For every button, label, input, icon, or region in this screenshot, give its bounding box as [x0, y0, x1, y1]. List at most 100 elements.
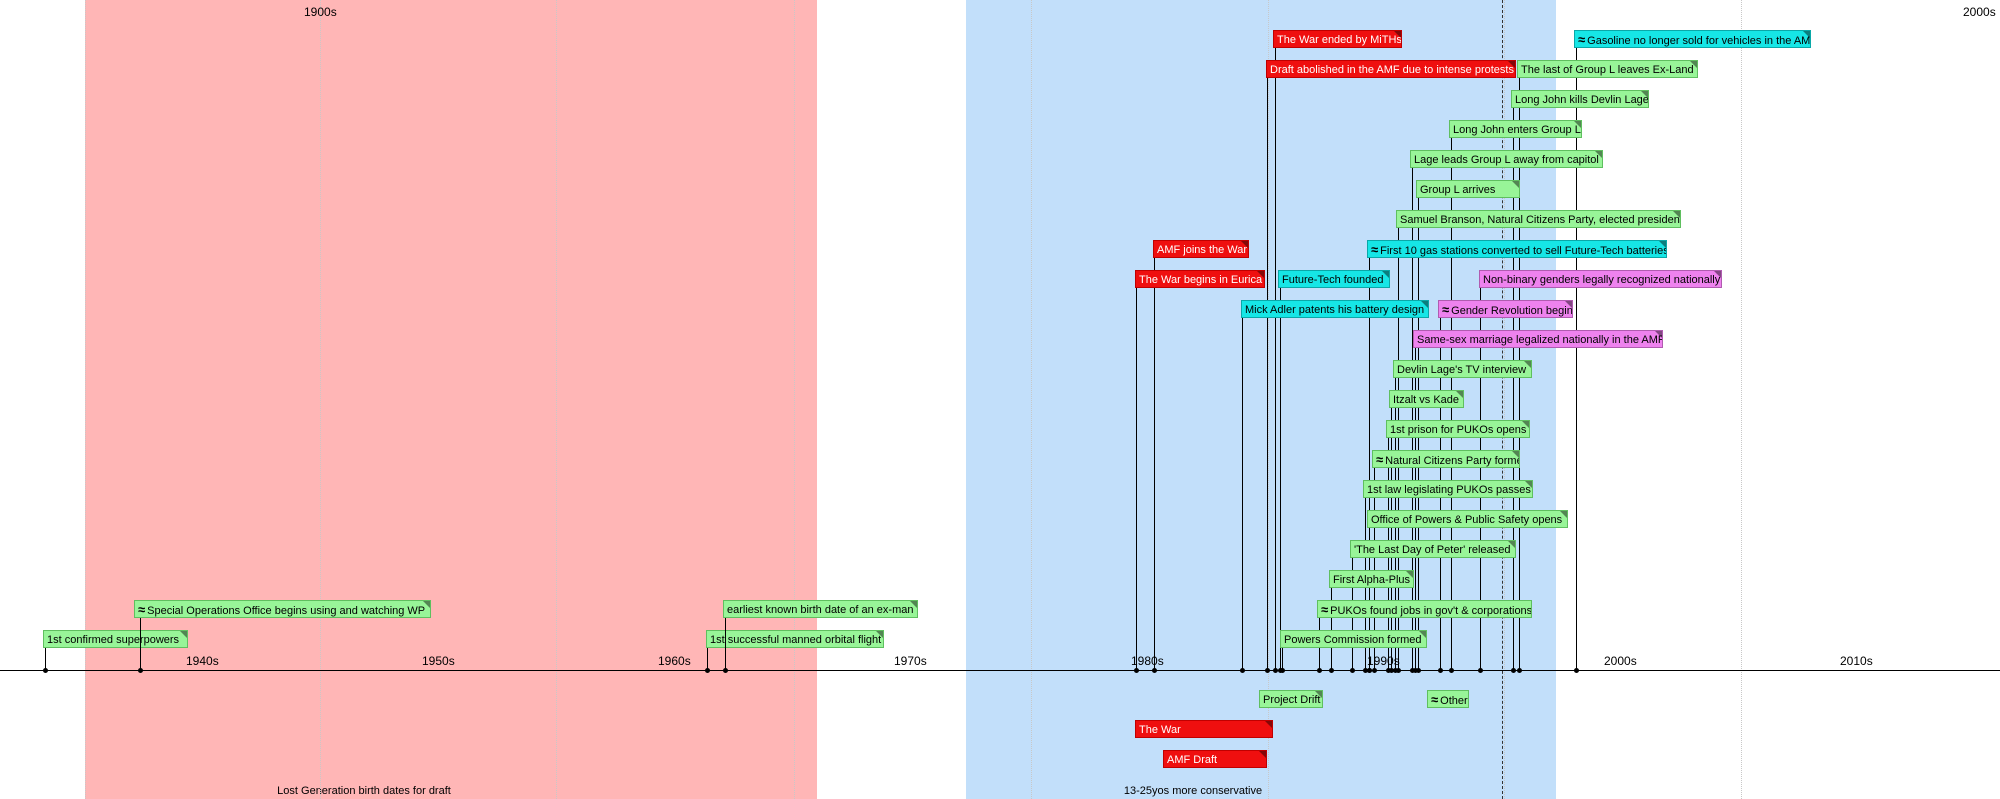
- event-label[interactable]: 'The Last Day of Peter' released: [1350, 540, 1516, 558]
- event-marker[interactable]: [1438, 668, 1443, 673]
- time-axis[interactable]: [0, 670, 2000, 671]
- current-date-marker: [1502, 0, 1503, 799]
- event-stem: [1242, 318, 1243, 670]
- duration-bar[interactable]: The War: [1135, 720, 1273, 738]
- event-text: Samuel Branson, Natural Citizens Party, …: [1400, 214, 1681, 226]
- event-label[interactable]: ≈ Gender Revolution begins: [1438, 300, 1573, 318]
- event-marker[interactable]: [1478, 668, 1483, 673]
- event-marker[interactable]: [1363, 668, 1368, 673]
- decade-gridline: [1741, 0, 1742, 799]
- event-stem: [1398, 228, 1399, 670]
- event-marker[interactable]: [138, 668, 143, 673]
- decade-gridline: [1268, 0, 1269, 799]
- event-label[interactable]: earliest known birth date of an ex-man: [723, 600, 918, 618]
- event-stem: [1576, 48, 1577, 670]
- event-stem: [725, 618, 726, 670]
- event-label[interactable]: ≈ First 10 gas stations converted to sell…: [1367, 240, 1667, 258]
- event-marker[interactable]: [705, 668, 710, 673]
- event-text: Itzalt vs Kade: [1393, 394, 1460, 406]
- duration-bar[interactable]: ≈Other≈: [1427, 690, 1469, 708]
- event-label[interactable]: ≈ Special Operations Office begins using …: [134, 600, 431, 618]
- event-marker[interactable]: [1134, 668, 1139, 673]
- event-marker[interactable]: [1152, 668, 1157, 673]
- event-marker[interactable]: [1386, 668, 1391, 673]
- event-marker[interactable]: [1372, 668, 1377, 673]
- event-label[interactable]: Long John kills Devlin Lage: [1511, 90, 1649, 108]
- event-label[interactable]: The War ended by MiTHs: [1273, 30, 1402, 48]
- event-marker[interactable]: [1410, 668, 1415, 673]
- duration-bar[interactable]: AMF Draft: [1163, 750, 1267, 768]
- event-text: Office of Powers & Public Safety opens: [1371, 514, 1563, 526]
- event-label[interactable]: ≈ Gasoline no longer sold for vehicles in…: [1574, 30, 1811, 48]
- event-stem: [45, 648, 46, 670]
- decade-label: 2010s: [1840, 654, 1873, 668]
- event-label[interactable]: Office of Powers & Public Safety opens: [1367, 510, 1568, 528]
- approximate-date-icon: ≈: [1578, 32, 1586, 47]
- event-label[interactable]: ≈ PUKOs found jobs in gov't & corporation…: [1317, 600, 1532, 618]
- event-label[interactable]: Devlin Lage's TV interview: [1393, 360, 1532, 378]
- event-text: AMF joins the War: [1157, 244, 1248, 256]
- event-marker[interactable]: [1396, 668, 1401, 673]
- event-marker[interactable]: [1329, 668, 1334, 673]
- event-stem: [1374, 468, 1375, 670]
- event-text: Group L arrives: [1420, 184, 1496, 196]
- event-label[interactable]: 1st prison for PUKOs opens: [1386, 420, 1530, 438]
- event-marker[interactable]: [1265, 668, 1270, 673]
- event-text: The War begins in Eurica: [1139, 274, 1263, 286]
- event-marker[interactable]: [1389, 668, 1394, 673]
- event-label[interactable]: AMF joins the War: [1153, 240, 1249, 258]
- event-marker[interactable]: [1273, 668, 1278, 673]
- duration-text: Project Drift: [1263, 694, 1321, 706]
- event-marker[interactable]: [1413, 668, 1418, 673]
- event-label[interactable]: 1st confirmed superpowers: [43, 630, 188, 648]
- event-stem: [1154, 258, 1155, 670]
- event-marker[interactable]: [1280, 668, 1285, 673]
- event-marker[interactable]: [1367, 668, 1372, 673]
- event-label[interactable]: First Alpha-Plus: [1329, 570, 1414, 588]
- event-label[interactable]: The last of Group L leaves Ex-Land: [1517, 60, 1698, 78]
- event-marker[interactable]: [1416, 668, 1421, 673]
- event-text: The War ended by MiTHs: [1277, 34, 1402, 46]
- event-text: Lage leads Group L away from capitol: [1414, 154, 1599, 166]
- decade-gridline: [794, 0, 795, 799]
- event-marker[interactable]: [723, 668, 728, 673]
- event-label[interactable]: ≈ Natural Citizens Party formed: [1372, 450, 1520, 468]
- decade-label: 1980s: [1131, 654, 1164, 668]
- event-label[interactable]: Mick Adler patents his battery design: [1241, 300, 1429, 318]
- duration-bar[interactable]: Project Drift: [1259, 690, 1323, 708]
- decade-gridline: [1031, 0, 1032, 799]
- event-text: earliest known birth date of an ex-man: [727, 604, 914, 616]
- decade-label: 2000s: [1604, 654, 1637, 668]
- event-label[interactable]: Powers Commission formed: [1280, 630, 1427, 648]
- event-stem: [1369, 258, 1370, 670]
- event-label[interactable]: Lage leads Group L away from capitol: [1410, 150, 1603, 168]
- event-label[interactable]: Group L arrives: [1416, 180, 1520, 198]
- event-marker[interactable]: [1449, 668, 1454, 673]
- event-stem: [1282, 648, 1283, 670]
- event-label[interactable]: 1st successful manned orbital flight: [706, 630, 884, 648]
- event-marker[interactable]: [1350, 668, 1355, 673]
- event-label[interactable]: The War begins in Eurica: [1135, 270, 1265, 288]
- event-marker[interactable]: [1317, 668, 1322, 673]
- century-label: 1900s: [304, 5, 337, 19]
- event-marker[interactable]: [1240, 668, 1245, 673]
- duration-text: AMF Draft: [1167, 754, 1218, 766]
- event-stem: [1267, 78, 1268, 670]
- event-marker[interactable]: [43, 668, 48, 673]
- event-label[interactable]: Samuel Branson, Natural Citizens Party, …: [1396, 210, 1681, 228]
- event-label[interactable]: Non-binary genders legally recognized na…: [1479, 270, 1722, 288]
- event-marker[interactable]: [1574, 668, 1579, 673]
- decade-gridline: [556, 0, 557, 799]
- event-label[interactable]: Itzalt vs Kade: [1389, 390, 1464, 408]
- event-marker[interactable]: [1511, 668, 1516, 673]
- approximate-date-icon: ≈: [1371, 242, 1379, 257]
- event-marker[interactable]: [1393, 668, 1398, 673]
- event-label[interactable]: Future-Tech founded: [1278, 270, 1390, 288]
- event-label[interactable]: Same-sex marriage legalized nationally i…: [1413, 330, 1663, 348]
- event-text: 'The Last Day of Peter' released: [1354, 544, 1511, 556]
- event-label[interactable]: 1st law legislating PUKOs passes: [1363, 480, 1533, 498]
- event-text: Special Operations Office begins using a…: [147, 605, 426, 617]
- event-label[interactable]: Draft abolished in the AMF due to intens…: [1266, 60, 1516, 78]
- event-label[interactable]: Long John enters Group L: [1449, 120, 1582, 138]
- event-marker[interactable]: [1517, 668, 1522, 673]
